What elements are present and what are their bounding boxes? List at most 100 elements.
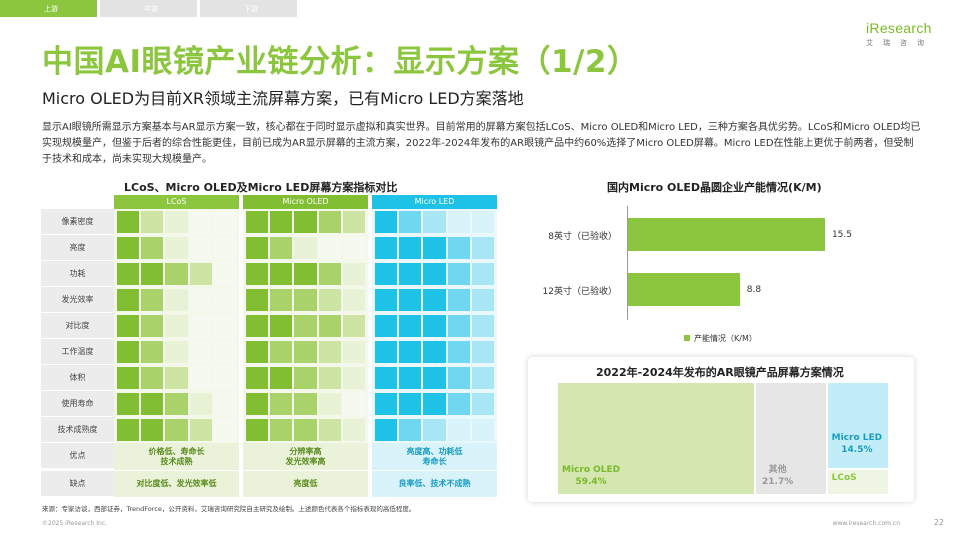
share-chart-card: 2022年-2024年发布的AR眼镜产品屏幕方案情况 Micro OLED 59.… [528,357,914,502]
score-cell [189,367,212,389]
score-cell [165,263,188,285]
matrix-row-label: 技术成熟度 [41,417,114,442]
score-cell [141,315,164,337]
score-cell [213,211,237,233]
share-segment: 其他 21.7% [756,383,826,494]
score-cell [447,419,470,441]
score-cell [141,289,164,311]
logo-subtext: 艾瑞咨询 [866,39,934,47]
score-cell [141,237,164,259]
iresearch-logo: iResearch 艾瑞咨询 [866,20,934,48]
score-cell [399,315,422,337]
matrix-score-group [372,391,497,417]
score-cell [375,289,398,311]
score-cell [270,237,293,259]
score-cell [399,419,422,441]
matrix-row: 功耗 [41,261,497,287]
share-segment: Micro LED 14.5% [827,383,888,469]
matrix-row: 对比度 [41,313,497,339]
cons-micro-led: 良率低、技术不成熟 [372,471,497,497]
score-cell [471,211,495,233]
matrix-score-group [114,365,239,391]
capacity-axis [627,206,628,320]
score-cell [165,315,188,337]
matrix-row: 亮度 [41,235,497,261]
pros-micro-oled: 分辨率高 发光效率高 [243,443,368,470]
col-header-micro-led: Micro LED [372,195,497,209]
matrix-row: 发光效率 [41,287,497,313]
score-cell [294,367,317,389]
matrix-row-label: 发光效率 [41,287,114,312]
legend-swatch [684,335,690,341]
matrix-score-group [114,313,239,339]
score-cell [423,315,446,337]
nav-tabs: 上游 中游 下游 [0,0,300,17]
score-cell [375,237,398,259]
score-cell [318,367,341,389]
score-cell [246,315,269,337]
score-cell [342,289,366,311]
copyright: ©2025 iResearch Inc. [42,520,108,527]
share-segment: LCoS [827,470,888,494]
matrix-score-group [243,313,368,339]
score-cell [399,393,422,415]
matrix-score-group [243,209,368,235]
score-cell [189,315,212,337]
score-cell [318,419,341,441]
matrix-score-group [114,261,239,287]
matrix-row-label: 像素密度 [41,209,114,234]
page-title: 中国AI眼镜产业链分析：显示方案（1/2） [42,44,639,80]
matrix-row: 技术成熟度 [41,417,497,443]
score-cell [246,367,269,389]
score-cell [318,289,341,311]
score-cell [375,419,398,441]
segment-name: Micro OLED [562,465,621,475]
col-header-lcos: LCoS [114,195,239,209]
score-cell [270,315,293,337]
segment-value: 21.7% [762,477,794,487]
score-cell [375,393,398,415]
matrix-row: 使用寿命 [41,391,497,417]
matrix-row: 像素密度 [41,209,497,235]
score-cell [294,263,317,285]
segment-value: 59.4% [575,477,607,487]
page-number: 22 [933,518,944,527]
pros-row: 优点 价格低、寿命长 技术成熟 分辨率高 发光效率高 亮度高、功耗低 寿命长 [41,443,497,470]
score-cell [117,263,140,285]
score-cell [447,237,470,259]
cons-label: 缺点 [41,471,114,496]
bar-value-label: 15.5 [831,230,852,240]
score-cell [423,237,446,259]
score-cell [246,263,269,285]
score-cell [213,237,237,259]
score-cell [165,393,188,415]
score-cell [399,237,422,259]
score-cell [246,419,269,441]
cons-micro-oled: 亮度低 [243,471,368,497]
pros-lcos: 价格低、寿命长 技术成熟 [114,443,239,470]
score-cell [270,341,293,363]
matrix-row-label: 亮度 [41,235,114,260]
score-cell [246,341,269,363]
score-cell [141,341,164,363]
matrix-score-group [114,391,239,417]
score-cell [423,211,446,233]
score-cell [270,289,293,311]
score-cell [447,367,470,389]
score-cell [117,237,140,259]
score-cell [399,211,422,233]
score-cell [270,367,293,389]
matrix-score-group [243,287,368,313]
score-cell [375,211,398,233]
tab-midstream[interactable]: 中游 [100,0,197,17]
score-cell [117,393,140,415]
matrix-score-group [243,339,368,365]
score-cell [165,289,188,311]
segment-value: 14.5% [841,445,873,456]
score-cell [399,263,422,285]
matrix-body: 像素密度 亮度 功耗 发光效率 对比度 工作温度 体积 使用寿命 技术成熟度 [41,209,497,443]
score-cell [423,263,446,285]
score-cell [117,341,140,363]
tab-downstream[interactable]: 下游 [200,0,297,17]
tab-upstream[interactable]: 上游 [0,0,97,17]
